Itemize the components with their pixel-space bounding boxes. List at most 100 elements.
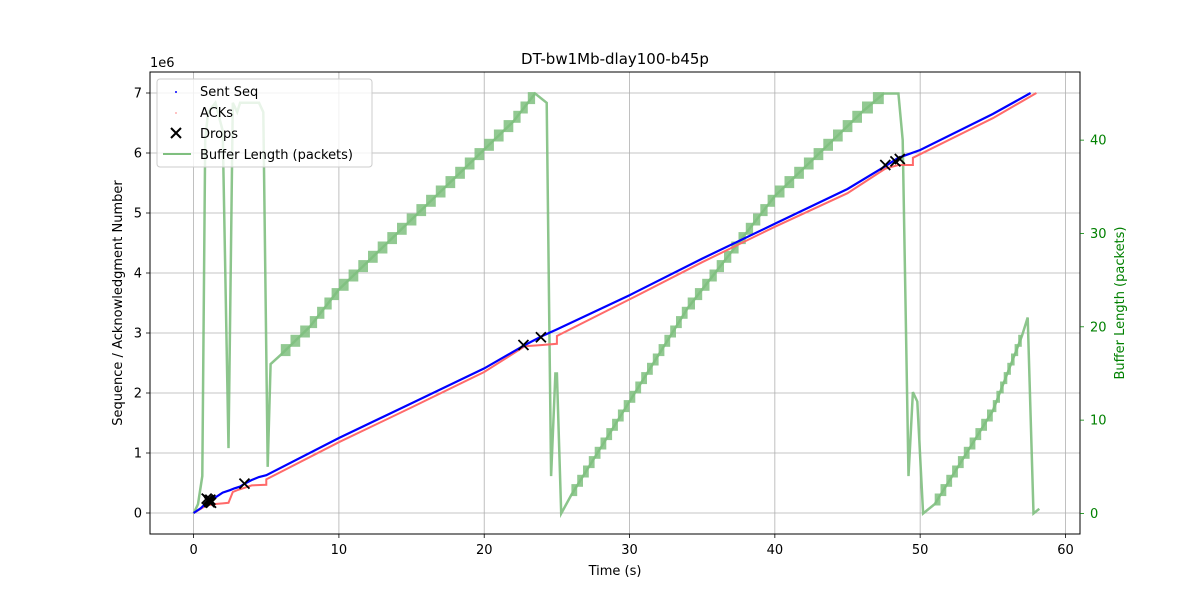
legend-box (156, 78, 373, 168)
buffer-step (300, 325, 310, 338)
buffer-step (872, 92, 884, 105)
buffer-step (687, 297, 695, 310)
legend-label-buffer: Buffer Length (packets) (200, 148, 353, 163)
drop-marker (517, 339, 530, 351)
y2-tick-label: 20 (1090, 320, 1107, 335)
buffer-step (681, 306, 688, 319)
legend-label-sent: Sent Seq (200, 85, 258, 100)
x-tick-label: 20 (476, 543, 493, 558)
buffer-step (794, 166, 804, 179)
y-tick-label: 4 (134, 267, 142, 282)
buffer-step (290, 334, 301, 347)
buffer-step (331, 288, 339, 301)
x-tick-label: 10 (331, 543, 348, 558)
buffer-step (658, 344, 665, 357)
buffer-step (969, 437, 976, 450)
chart-title: DT-bw1Mb-dlay100-b45p (521, 50, 709, 68)
buffer-step (594, 446, 601, 459)
buffer-step (670, 325, 676, 338)
buffer-step (397, 222, 407, 235)
buffer-step (745, 222, 754, 235)
buffer-step (664, 334, 671, 347)
legend-label-drops: Drops (200, 127, 238, 142)
buffer-step (348, 269, 359, 282)
buffer-step (377, 241, 388, 254)
drop-marker (894, 153, 906, 165)
drop-marker (204, 494, 216, 506)
legend-marker-acks (175, 112, 177, 114)
x-tick-label: 0 (189, 543, 197, 558)
x-tick-label: 30 (621, 543, 638, 558)
buffer-step (606, 428, 613, 441)
buffer-step (731, 241, 739, 254)
buffer-step (842, 120, 853, 133)
axes: 0 10 20 30 40 50 60 0 1 2 3 4 5 6 7 0 10 20 30 40 (134, 87, 1107, 559)
buffer-step (823, 138, 833, 151)
buffer-step (702, 278, 710, 291)
buffer-step (324, 297, 332, 310)
buffer-step (1003, 372, 1008, 385)
buffer-step (571, 484, 578, 497)
buffer-step (957, 456, 964, 469)
buffer-step (862, 101, 873, 114)
drop-marker (879, 159, 891, 171)
buffer-step (813, 148, 824, 161)
buffer-step (1000, 381, 1004, 394)
buffer-step (641, 372, 647, 385)
buffer-step (709, 269, 717, 282)
buffer-step (387, 232, 397, 245)
x-tick-label: 60 (1057, 543, 1074, 558)
y-tick-label: 0 (134, 507, 142, 522)
buffer-step (445, 176, 456, 189)
drop-marker (238, 477, 251, 490)
buffer-step (577, 474, 583, 487)
buffer-step (474, 148, 485, 161)
buffer-step (975, 428, 982, 441)
buffer-step (583, 465, 589, 478)
buffer-step (940, 484, 947, 497)
buffer-step (724, 250, 732, 263)
buffer-step (617, 409, 624, 422)
buffer-step (694, 288, 703, 301)
legend-marker-drops (170, 127, 182, 139)
legend: Sent Seq ACKs Drops Buffer Length (packe… (156, 78, 373, 168)
buffer-step (784, 176, 795, 189)
drop-marker (205, 497, 217, 509)
y-tick-label: 5 (134, 207, 142, 222)
acks-series-line (193, 92, 1037, 514)
buffer-step (416, 204, 427, 217)
buffer-step (753, 213, 761, 226)
buffer-step (852, 110, 862, 123)
buffer-step (1018, 334, 1022, 347)
buffer-step (946, 474, 953, 487)
y-tick-label: 2 (134, 387, 142, 402)
buffer-step (738, 232, 746, 245)
buffer-step (996, 390, 1000, 403)
buffer-step (484, 138, 494, 151)
buffer-step (426, 194, 436, 207)
y2-axis-label: Buffer Length (packets) (1113, 226, 1128, 379)
buffer-step (981, 418, 987, 431)
buffer-step (280, 344, 291, 357)
buffer-step (455, 166, 465, 179)
plot-frame (149, 71, 1081, 535)
buffer-step (600, 437, 607, 450)
buffer-step (952, 465, 958, 478)
buffer-step (368, 250, 378, 263)
buffer-step (520, 101, 528, 114)
buffer-step (588, 456, 595, 469)
buffer-step (760, 204, 768, 217)
buffer-step (612, 418, 618, 431)
y2-tick-label: 40 (1090, 134, 1107, 149)
buffer-step (676, 316, 682, 329)
buffer-step (1011, 353, 1015, 366)
sent-seq-series-line (192, 92, 1032, 514)
x-axis-label: Time (s) (588, 564, 642, 579)
buffer-step (358, 260, 368, 273)
buffer-step (317, 306, 325, 319)
y-axis-offset-label: 1e6 (150, 56, 175, 71)
buffer-step (987, 409, 993, 422)
x-tick-label: 40 (767, 543, 784, 558)
x-tick-label: 50 (912, 543, 929, 558)
